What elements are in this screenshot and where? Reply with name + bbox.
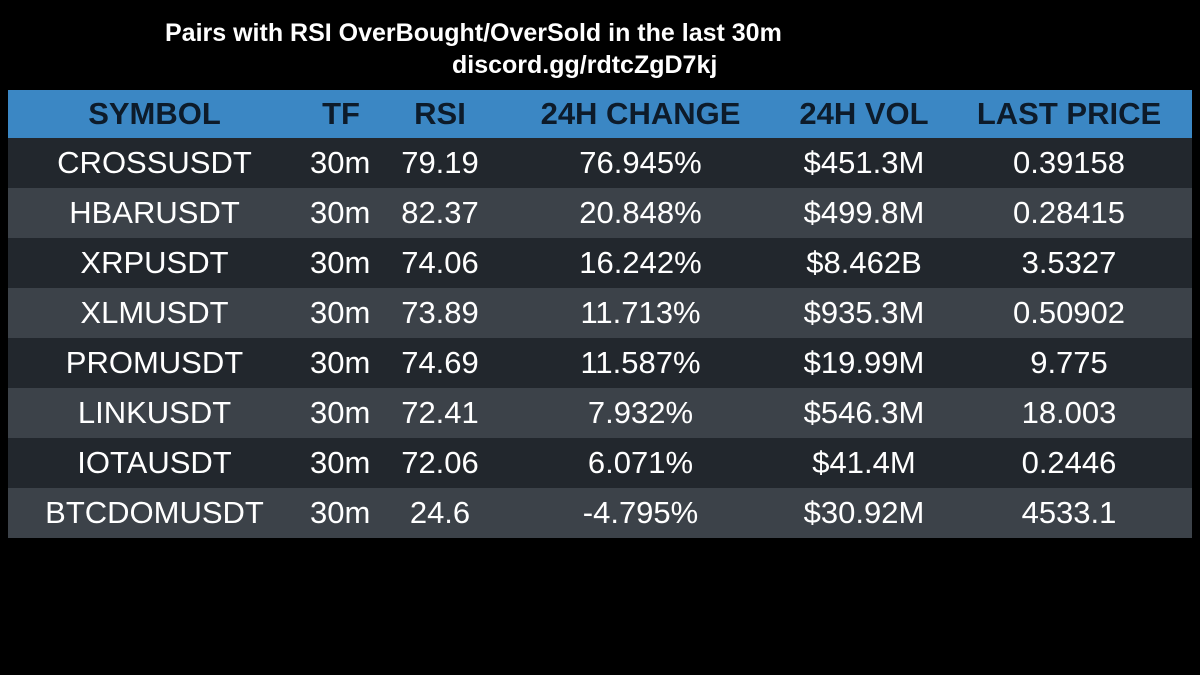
column-header-symbol: SYMBOL (88, 96, 221, 131)
cell-symbol: LINKUSDT (77, 395, 232, 430)
cell-last-price: 4533.1 (1021, 495, 1117, 530)
cell-24h-change: 7.932% (587, 395, 694, 430)
cell-rsi: 74.69 (401, 345, 479, 380)
cell-last-price: 3.5327 (1021, 245, 1117, 280)
cell-rsi: 24.6 (409, 495, 471, 530)
cell-24h-change: 11.713% (580, 295, 701, 330)
cell-rsi: 72.41 (401, 395, 479, 430)
cell-24h-vol: $19.99M (803, 345, 925, 380)
cell-24h-change: 16.242% (579, 245, 702, 280)
cell-24h-change: 11.587% (580, 345, 701, 380)
cell-24h-vol: $935.3M (803, 295, 925, 330)
cell-last-price: 0.2446 (1021, 445, 1117, 480)
table-row: CROSSUSDT 30m 79.19 76.945% $451.3M 0.39… (8, 138, 1192, 188)
discord-link: discord.gg/rdtcZgD7kj (452, 51, 718, 79)
table-row: XRPUSDT 30m 74.06 16.242% $8.462B 3.5327 (8, 238, 1192, 288)
cell-symbol: BTCDOMUSDT (45, 495, 264, 530)
cell-tf: 30m (310, 395, 371, 430)
table-row: XLMUSDT 30m 73.89 11.713% $935.3M 0.5090… (8, 288, 1192, 338)
table-row: PROMUSDT 30m 74.69 11.587% $19.99M 9.775 (8, 338, 1192, 388)
cell-24h-vol: $546.3M (803, 395, 925, 430)
cell-last-price: 9.775 (1030, 345, 1108, 380)
column-header-last-price: LAST PRICE (976, 96, 1162, 131)
cell-symbol: CROSSUSDT (57, 145, 252, 180)
cell-rsi: 79.19 (401, 145, 479, 180)
cell-24h-change: 6.071% (587, 445, 694, 480)
cell-last-price: 0.28415 (1012, 195, 1126, 230)
cell-tf: 30m (310, 495, 371, 530)
cell-tf: 30m (310, 245, 371, 280)
cell-symbol: PROMUSDT (65, 345, 244, 380)
cell-tf: 30m (310, 195, 371, 230)
column-header-tf: TF (322, 96, 360, 131)
cell-rsi: 82.37 (401, 195, 479, 230)
cell-24h-change: -4.795% (582, 495, 699, 530)
table-row: IOTAUSDT 30m 72.06 6.071% $41.4M 0.2446 (8, 438, 1192, 488)
cell-24h-vol: $451.3M (803, 145, 925, 180)
rsi-pairs-table: SYMBOL TF RSI 24H CHANGE 24H VOL LAST PR… (8, 90, 1192, 538)
table-row: LINKUSDT 30m 72.41 7.932% $546.3M 18.003 (8, 388, 1192, 438)
cell-last-price: 18.003 (1021, 395, 1117, 430)
page-title: Pairs with RSI OverBought/OverSold in th… (165, 19, 782, 47)
cell-24h-vol: $8.462B (806, 245, 922, 280)
table-row: HBARUSDT 30m 82.37 20.848% $499.8M 0.284… (8, 188, 1192, 238)
cell-tf: 30m (310, 345, 371, 380)
cell-24h-vol: $41.4M (812, 445, 916, 480)
cell-last-price: 0.50902 (1012, 295, 1126, 330)
cell-24h-change: 20.848% (579, 195, 702, 230)
cell-tf: 30m (310, 445, 371, 480)
cell-last-price: 0.39158 (1012, 145, 1126, 180)
cell-symbol: HBARUSDT (69, 195, 240, 230)
cell-rsi: 72.06 (401, 445, 479, 480)
cell-24h-vol: $30.92M (803, 495, 925, 530)
cell-24h-change: 76.945% (579, 145, 702, 180)
column-header-24h-change: 24H CHANGE (540, 96, 741, 131)
cell-tf: 30m (310, 145, 371, 180)
table-header-row: SYMBOL TF RSI 24H CHANGE 24H VOL LAST PR… (8, 90, 1192, 138)
column-header-rsi: RSI (414, 96, 466, 131)
table-row: BTCDOMUSDT 30m 24.6 -4.795% $30.92M 4533… (8, 488, 1192, 538)
cell-symbol: XRPUSDT (80, 245, 229, 280)
cell-24h-vol: $499.8M (803, 195, 925, 230)
cell-rsi: 73.89 (401, 295, 479, 330)
cell-rsi: 74.06 (401, 245, 479, 280)
cell-symbol: XLMUSDT (80, 295, 229, 330)
cell-tf: 30m (310, 295, 371, 330)
column-header-24h-vol: 24H VOL (799, 96, 929, 131)
cell-symbol: IOTAUSDT (77, 445, 232, 480)
